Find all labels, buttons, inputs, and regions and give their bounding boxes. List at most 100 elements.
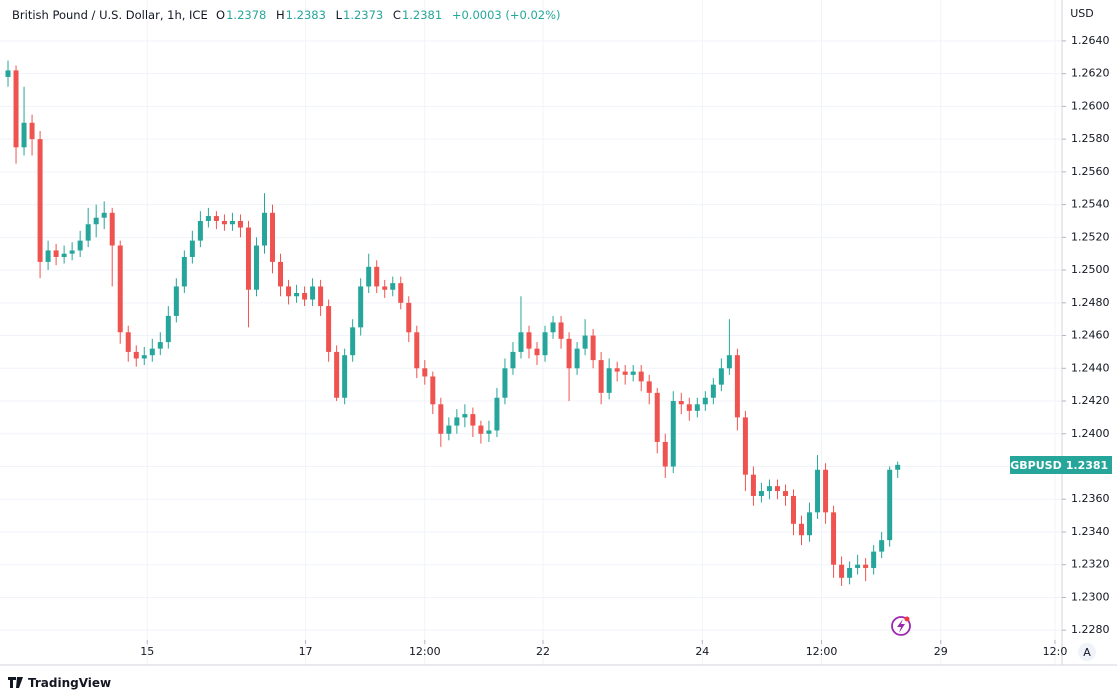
- legend: British Pound / U.S. Dollar, 1h, ICE O 1.…: [12, 8, 567, 22]
- candle-body: [815, 469, 821, 513]
- candle-body: [358, 286, 364, 328]
- candle-body: [638, 371, 644, 382]
- change: +0.0003 (+0.02%): [451, 8, 561, 22]
- x-tick-label: 12:0: [1043, 645, 1068, 658]
- y-tick-label: 1.2540: [1071, 198, 1110, 211]
- candle-body: [742, 417, 748, 475]
- candle-body: [125, 332, 131, 352]
- candle-body: [390, 283, 396, 290]
- candle-body: [29, 122, 35, 140]
- candle-body: [181, 256, 187, 287]
- open-label: O: [216, 8, 226, 22]
- candle-body: [101, 212, 107, 218]
- candle-body: [558, 322, 564, 339]
- candle-body: [702, 397, 708, 405]
- y-tick-label: 1.2360: [1071, 492, 1110, 505]
- candle-body: [807, 512, 813, 536]
- y-tick-label: 1.2620: [1071, 67, 1110, 80]
- candle-body: [69, 250, 75, 254]
- high-label: H: [276, 8, 285, 22]
- candle-body: [422, 368, 428, 377]
- candle-body: [133, 351, 139, 359]
- candle-body: [486, 430, 492, 434]
- candle-body: [438, 404, 444, 434]
- candle-body: [799, 523, 805, 536]
- alert-icon[interactable]: [891, 616, 911, 636]
- candle-body: [534, 348, 540, 356]
- symbol-title: British Pound / U.S. Dollar, 1h, ICE: [12, 8, 208, 22]
- candle-body: [374, 266, 380, 287]
- x-tick-label: 15: [140, 645, 154, 658]
- y-tick-label: 1.2460: [1071, 329, 1110, 342]
- candle-body: [718, 368, 724, 385]
- candle-body: [831, 512, 837, 565]
- candle-body: [157, 342, 163, 349]
- y-tick-label: 1.2440: [1071, 361, 1110, 374]
- candles: [5, 60, 901, 586]
- candle-body: [414, 332, 420, 369]
- alert-circle[interactable]: [891, 616, 911, 636]
- candle-body: [478, 425, 484, 434]
- currency-label: USD: [1070, 7, 1094, 20]
- candle-body: [510, 351, 516, 369]
- candle-body: [77, 240, 83, 251]
- candle-body: [790, 495, 796, 524]
- candle-body: [13, 70, 19, 148]
- candle-body: [847, 567, 853, 578]
- candle-body: [149, 348, 155, 356]
- candle-body: [662, 441, 668, 467]
- x-tick-label: 29: [934, 645, 948, 658]
- candle-body: [726, 355, 732, 369]
- candle-body: [278, 261, 284, 287]
- candle-body: [654, 392, 660, 442]
- y-tick-label: 1.2640: [1071, 34, 1110, 47]
- candle-body: [21, 122, 27, 148]
- candle-body: [37, 139, 43, 262]
- y-tick-label: 1.2600: [1071, 99, 1110, 112]
- candle-body: [45, 250, 51, 262]
- y-tick-label: 1.2580: [1071, 132, 1110, 145]
- candle-body: [598, 360, 604, 393]
- high-value: 1.2383: [285, 8, 326, 22]
- alert-dot: [904, 616, 910, 622]
- candle-body: [398, 283, 404, 303]
- candle-body: [61, 253, 67, 257]
- candle-body: [646, 381, 652, 393]
- last-price-tag: GBPUSD 1.2381: [1010, 456, 1112, 474]
- candle-body: [446, 425, 452, 434]
- candle-body: [189, 240, 195, 257]
- close-label: C: [392, 8, 401, 22]
- y-tick-label: 1.2340: [1071, 525, 1110, 538]
- y-tick-label: 1.2520: [1071, 230, 1110, 243]
- candle-body: [318, 286, 324, 307]
- auto-scale-text[interactable]: A: [1083, 646, 1091, 659]
- candle-body: [261, 212, 267, 246]
- candle-body: [774, 486, 780, 492]
- candle-body: [165, 315, 171, 343]
- brand[interactable]: TradingView: [28, 676, 112, 690]
- x-tick-label: 12:00: [409, 645, 441, 658]
- candle-body: [518, 332, 524, 352]
- candle-body: [197, 220, 203, 241]
- y-tick-label: 1.2280: [1071, 623, 1110, 636]
- auto-scale-bg[interactable]: [1078, 643, 1096, 661]
- candle-body: [855, 564, 861, 568]
- x-tick-label: 12:00: [806, 645, 838, 658]
- candle-body: [823, 469, 829, 513]
- candle-body: [366, 266, 372, 287]
- y-tick-label: 1.2400: [1071, 427, 1110, 440]
- candle-body: [606, 368, 612, 393]
- close-value: 1.2381: [401, 8, 443, 22]
- symbol-tag: [1010, 456, 1062, 474]
- candle-body: [630, 371, 636, 375]
- y-tick-label: 1.2320: [1071, 558, 1110, 571]
- candle-body: [678, 401, 684, 405]
- y-tick-label: 1.2420: [1071, 394, 1110, 407]
- candle-body: [430, 376, 436, 405]
- candle-body: [879, 540, 885, 552]
- candle-body: [294, 292, 300, 297]
- candle-body: [334, 351, 340, 398]
- auto-scale-button[interactable]: A: [1078, 643, 1096, 661]
- candle-body: [270, 212, 276, 262]
